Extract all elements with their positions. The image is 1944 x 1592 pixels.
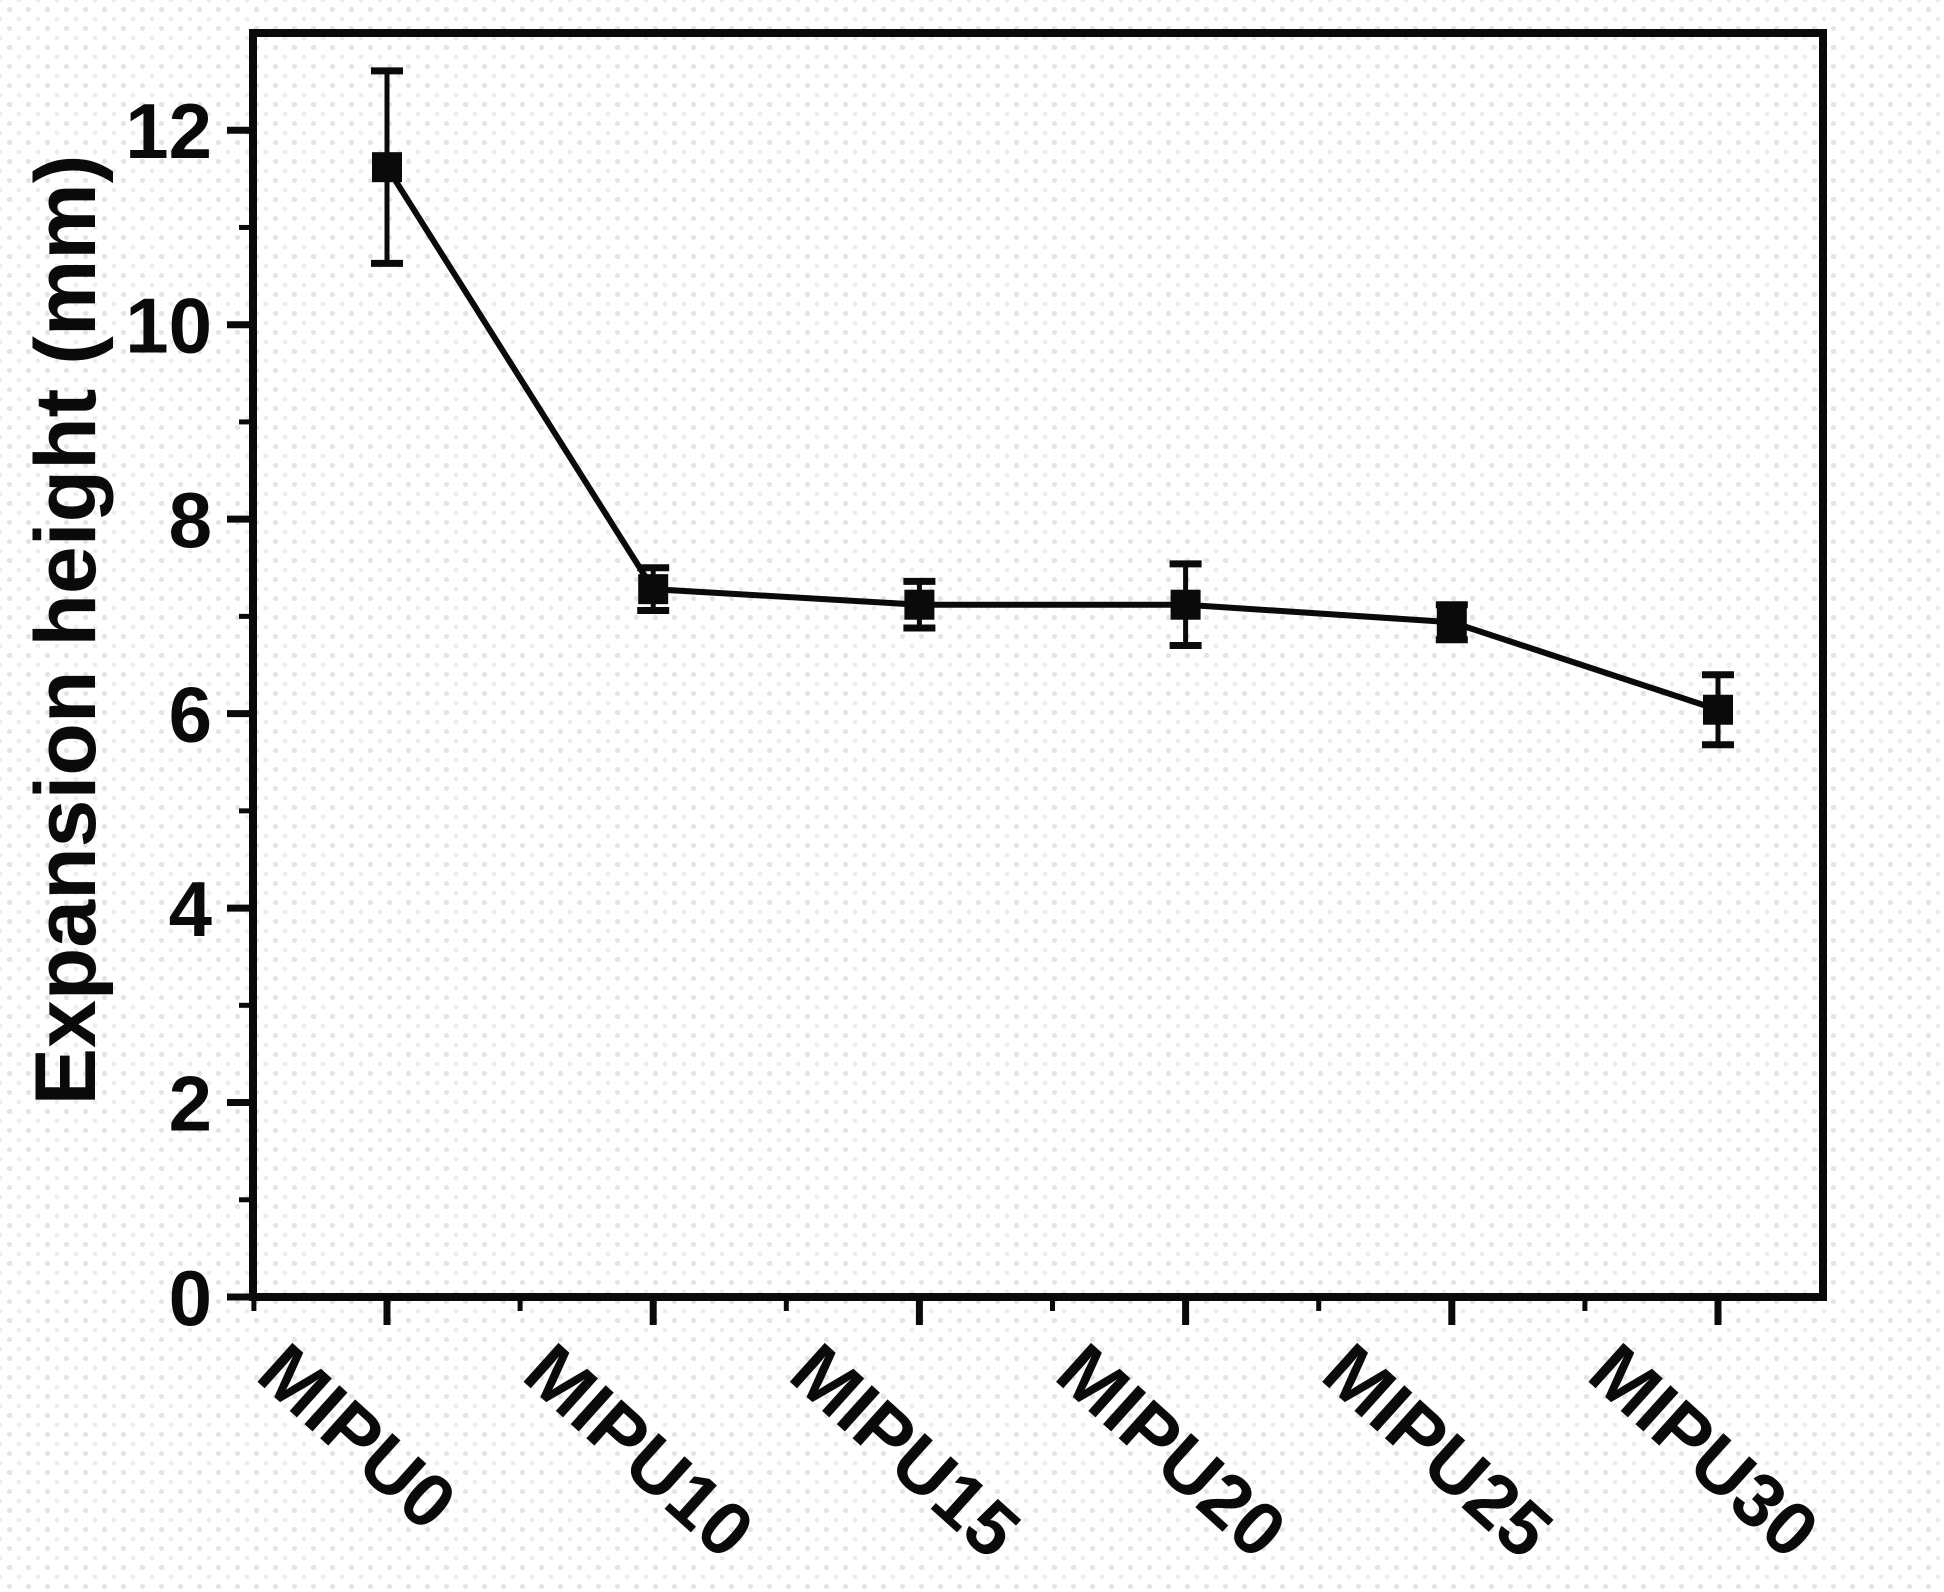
data-point-marker: [1170, 589, 1201, 620]
data-point-marker: [372, 152, 402, 183]
y-axis-title: Expansion height (mm): [18, 155, 114, 1106]
x-axis-minor-ticks: [251, 1297, 1588, 1311]
data-point-marker: [904, 589, 935, 620]
x-tick-label: MIPU15: [775, 1328, 1036, 1575]
series-line: [384, 165, 1719, 713]
y-tick-label: 6: [169, 671, 212, 759]
y-tick-label: 2: [169, 1060, 212, 1148]
y-tick-label: 12: [125, 87, 212, 175]
x-tick-label: MIPU25: [1307, 1328, 1568, 1575]
x-axis-tick-labels: MIPU0 MIPU10 MIPU15 MIPU20 MIPU25 MIPU30: [242, 1328, 1834, 1575]
x-tick-label: MIPU20: [1041, 1328, 1302, 1575]
series-polyline: [384, 165, 1719, 713]
data-point-marker: [638, 574, 669, 605]
y-axis-tick-labels: 0 2 4 6 8 10 12: [125, 87, 212, 1342]
y-axis-minor-ticks: [239, 224, 253, 1203]
x-tick-label: MIPU0: [242, 1328, 471, 1547]
x-tick-label: MIPU10: [508, 1328, 769, 1575]
plot-border: [249, 29, 1827, 1301]
y-axis-major-ticks: [227, 126, 253, 1301]
y-tick-label: 4: [169, 865, 212, 953]
y-tick-label: 0: [169, 1254, 212, 1342]
error-bars: [371, 67, 1734, 749]
data-point-marker: [1436, 607, 1467, 638]
y-tick-label: 8: [169, 476, 212, 564]
x-axis-major-ticks: [383, 1297, 1722, 1325]
y-tick-label: 10: [125, 282, 212, 370]
data-point-marker: [1703, 694, 1733, 725]
data-point-markers: [372, 152, 1733, 725]
x-tick-label: MIPU30: [1573, 1328, 1834, 1575]
